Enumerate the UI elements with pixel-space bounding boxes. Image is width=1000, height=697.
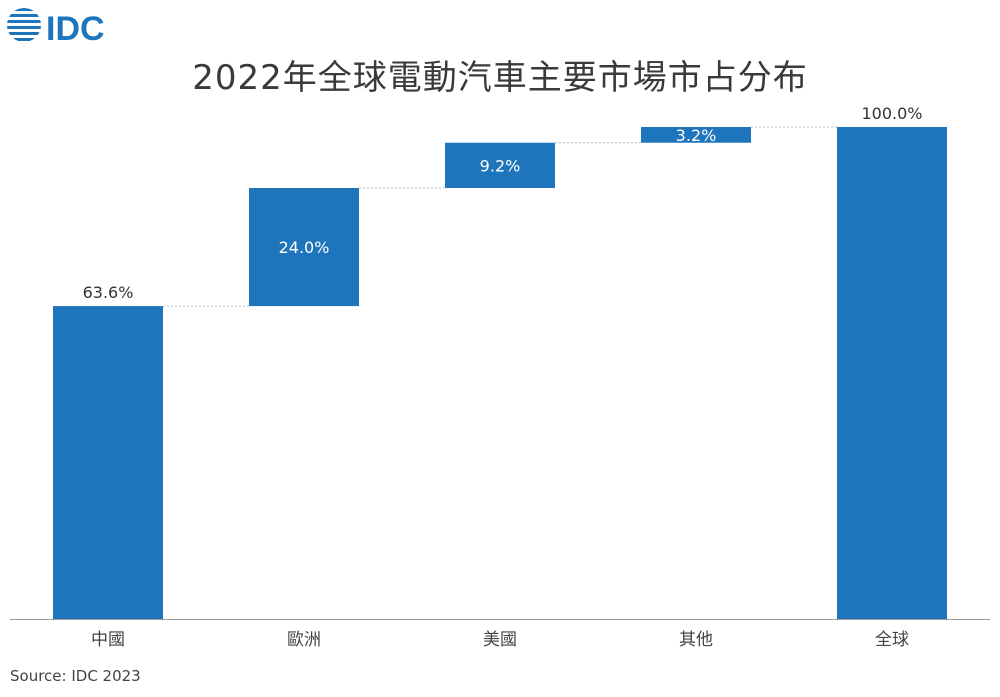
source-note: Source: IDC 2023 [10, 667, 141, 685]
value-labels-group: 63.6% 24.0% 9.2% 3.2% 100.0% [83, 104, 923, 302]
category-label-1: 中國 [91, 630, 125, 650]
bar-3 [445, 142, 555, 189]
value-label-1: 63.6% [83, 283, 134, 302]
bar-2 [249, 188, 359, 307]
idc-logo-icon: IDC [7, 8, 105, 48]
category-label-2: 歐洲 [287, 630, 321, 650]
category-labels-group: 中國 歐洲 美國 其他 全球 [91, 630, 909, 650]
logo-text: IDC [46, 10, 105, 48]
value-label-2: 24.0% [279, 238, 330, 257]
category-label-3: 美國 [483, 630, 517, 650]
bar-4 [641, 127, 751, 143]
bar-5 [837, 127, 947, 619]
value-label-4: 3.2% [676, 126, 717, 145]
idc-logo: IDC [4, 4, 126, 54]
bar-1 [53, 306, 163, 619]
chart-title: 2022年全球電動汽車主要市場市占分布 [192, 58, 808, 98]
value-label-5: 100.0% [861, 104, 922, 123]
category-label-4: 其他 [679, 630, 713, 650]
value-label-3: 9.2% [480, 156, 521, 175]
bars-group [53, 127, 947, 619]
category-label-5: 全球 [875, 630, 909, 650]
